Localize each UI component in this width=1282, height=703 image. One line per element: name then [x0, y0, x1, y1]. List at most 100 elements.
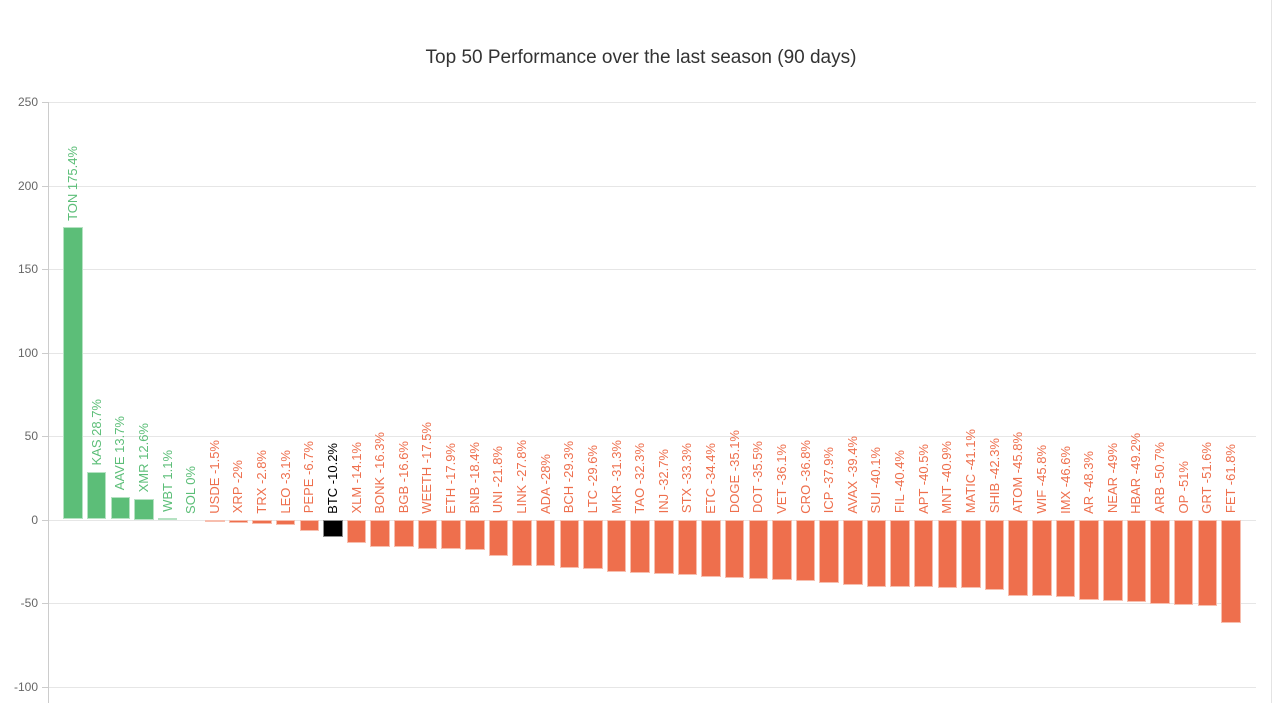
y-axis-tick: [42, 436, 48, 437]
gridline: [48, 603, 1256, 604]
bar-ATOM[interactable]: [1008, 519, 1028, 596]
bar-label-ETC: ETC -34.4%: [703, 442, 718, 514]
bar-ICP[interactable]: [819, 519, 839, 583]
bar-HBAR[interactable]: [1126, 519, 1147, 602]
bar-label-ICP: ICP -37.9%: [821, 447, 837, 514]
bar-label-GRT: GRT -51.6%: [1199, 441, 1215, 514]
bar-label-IMX: IMX -46.6%: [1057, 445, 1073, 514]
bar-label-ARB: ARB -50.7%: [1152, 441, 1167, 514]
bar-INJ[interactable]: [654, 519, 674, 575]
bar-label-WIF: WIF -45.8%: [1033, 444, 1049, 514]
bar-ARB[interactable]: [1150, 519, 1170, 605]
bar-label-TAO: TAO -32.3%: [632, 442, 648, 514]
bar-USDE[interactable]: [205, 519, 225, 522]
bar-TON[interactable]: [63, 226, 83, 520]
bar-label-AR: AR -48.3%: [1081, 450, 1097, 514]
bar-PEPE[interactable]: [299, 519, 319, 531]
bar-label-FET: FET -61.8%: [1222, 444, 1238, 514]
chart-title: Top 50 Performance over the last season …: [425, 47, 857, 68]
bar-label-DOGE: DOGE -35.1%: [726, 430, 742, 514]
page-right-border: [1271, 0, 1272, 703]
bar-DOT[interactable]: [748, 519, 768, 579]
y-axis-label: 150: [17, 262, 38, 276]
gridline: [48, 102, 1256, 103]
bar-VET[interactable]: [772, 519, 792, 580]
bar-label-BONK: BONK -16.3%: [372, 431, 388, 514]
bar-label-LTC: LTC -29.6%: [584, 445, 600, 514]
bar-label-TON: TON 175.4%: [65, 145, 80, 221]
bar-SUI[interactable]: [866, 519, 887, 587]
bar-FIL[interactable]: [890, 519, 910, 587]
bar-AR[interactable]: [1079, 519, 1099, 601]
y-axis-tick: [42, 352, 48, 354]
bar-AVAX[interactable]: [843, 519, 863, 586]
y-axis-tick: [42, 686, 48, 688]
bar-label-KAS: KAS 28.7%: [88, 399, 104, 466]
y-axis-tick: [42, 519, 48, 521]
bar-BCH[interactable]: [559, 519, 579, 569]
y-axis-label: 50: [24, 429, 38, 443]
bar-OP[interactable]: [1173, 519, 1194, 605]
bar-label-ETH: ETH -17.9%: [443, 442, 459, 514]
bar-label-LEO: LEO -3.1%: [277, 449, 293, 514]
y-axis-label: 250: [17, 95, 38, 109]
bar-WBT[interactable]: [157, 517, 178, 520]
bar-label-BGB: BGB -16.6%: [395, 441, 411, 514]
bar-STX[interactable]: [677, 519, 698, 576]
bar-label-STX: STX -33.3%: [679, 443, 695, 514]
y-axis-tick: [42, 185, 48, 187]
gridline: [48, 436, 1256, 437]
bar-BTC[interactable]: [323, 519, 343, 537]
bar-label-VET: VET -36.1%: [773, 443, 789, 514]
bar-BONK[interactable]: [370, 519, 390, 547]
bar-XMR[interactable]: [134, 498, 154, 520]
bar-LTC[interactable]: [583, 519, 603, 569]
bar-MKR[interactable]: [606, 519, 627, 572]
bar-APT[interactable]: [913, 519, 934, 588]
bar-BNB[interactable]: [465, 519, 485, 551]
bar-label-XLM: XLM -14.1%: [348, 441, 364, 514]
bar-label-SHIB: SHIB -42.3%: [986, 438, 1002, 514]
y-axis-label: -100: [13, 679, 38, 694]
bar-label-FIL: FIL -40.4%: [892, 450, 907, 514]
bar-WIF[interactable]: [1032, 519, 1052, 596]
bar-label-AAVE: AAVE 13.7%: [112, 416, 128, 491]
bar-label-OP: OP -51%: [1175, 460, 1191, 514]
bar-SHIB[interactable]: [984, 519, 1005, 591]
bar-IMX[interactable]: [1055, 519, 1076, 598]
bar-label-AVAX: AVAX -39.4%: [844, 435, 860, 514]
bar-label-BCH: BCH -29.3%: [561, 441, 577, 514]
bar-ETC[interactable]: [701, 519, 721, 577]
bar-label-MKR: MKR -31.3%: [608, 439, 624, 514]
bar-label-MNT: MNT -40.9%: [939, 440, 955, 514]
y-axis-label: 200: [17, 178, 38, 193]
bar-ADA[interactable]: [535, 519, 556, 567]
bar-BGB[interactable]: [394, 519, 414, 548]
bar-label-BNB: BNB -18.4%: [466, 441, 482, 514]
y-axis-label: 0: [31, 512, 38, 527]
bar-LEO[interactable]: [275, 519, 296, 525]
bar-MNT[interactable]: [937, 519, 958, 588]
bar-label-DOT: DOT -35.5%: [750, 441, 766, 514]
bar-GRT[interactable]: [1197, 519, 1217, 606]
bar-TAO[interactable]: [630, 519, 650, 574]
bar-label-WBT: WBT 1.1%: [159, 449, 175, 512]
bar-ETH[interactable]: [441, 519, 461, 550]
bar-WEETH[interactable]: [417, 519, 438, 549]
y-axis-tick: [42, 102, 48, 103]
bar-XLM[interactable]: [346, 519, 367, 543]
bar-AAVE[interactable]: [110, 496, 130, 520]
bar-DOGE[interactable]: [724, 519, 745, 579]
bar-LINK[interactable]: [512, 519, 532, 566]
bar-UNI[interactable]: [488, 519, 509, 556]
bar-NEAR[interactable]: [1103, 519, 1123, 602]
bar-XRP[interactable]: [228, 519, 249, 523]
bar-KAS[interactable]: [86, 471, 107, 520]
bar-CRO[interactable]: [795, 519, 816, 581]
bar-MATIC[interactable]: [961, 519, 981, 589]
bar-label-XRP: XRP -2%: [230, 460, 246, 514]
bar-FET[interactable]: [1221, 519, 1241, 623]
bar-TRX[interactable]: [252, 519, 272, 525]
